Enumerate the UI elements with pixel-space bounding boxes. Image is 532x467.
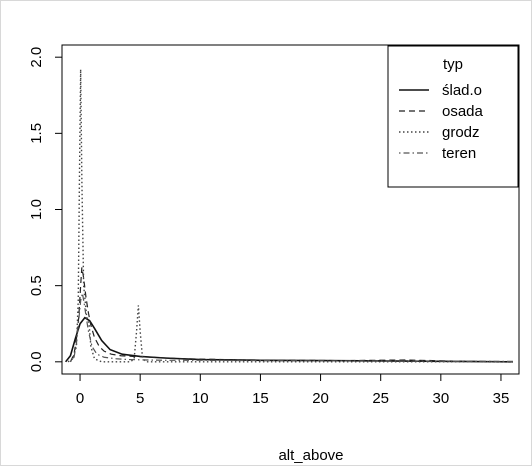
x-tick-label: 25 xyxy=(372,390,389,407)
x-tick-label: 0 xyxy=(76,390,84,407)
y-tick-label: 0.0 xyxy=(28,351,45,372)
x-tick-label: 20 xyxy=(312,390,329,407)
x-tick-label: 15 xyxy=(252,390,269,407)
legend: typ ślad.o osada grodz teren xyxy=(387,45,519,188)
legend-label-2: osada xyxy=(442,103,484,120)
x-tick-label: 30 xyxy=(432,390,449,407)
series-line-4 xyxy=(69,293,513,363)
legend-title: typ xyxy=(443,56,463,73)
legend-label-4: teren xyxy=(442,145,476,162)
x-tick-label: 10 xyxy=(192,390,209,407)
x-tick-label: 35 xyxy=(493,390,510,407)
series-line-1 xyxy=(64,316,513,363)
series-line-3 xyxy=(67,69,513,363)
y-axis: 0.0 0.5 1.0 1.5 2.0 xyxy=(28,47,62,372)
series-line-2 xyxy=(69,267,513,363)
x-axis-label: alt_above xyxy=(278,447,343,464)
y-tick-label: 1.5 xyxy=(28,123,45,144)
y-tick-label: 0.5 xyxy=(28,275,45,296)
y-tick-label: 1.0 xyxy=(28,199,45,220)
legend-label-1: ślad.o xyxy=(442,82,482,99)
series-layer xyxy=(64,69,513,363)
x-axis: 0 5 10 15 20 25 30 35 xyxy=(76,374,509,407)
legend-label-3: grodz xyxy=(442,124,480,141)
x-tick-label: 5 xyxy=(136,390,144,407)
legend-box xyxy=(387,45,519,188)
y-tick-label: 2.0 xyxy=(28,47,45,68)
